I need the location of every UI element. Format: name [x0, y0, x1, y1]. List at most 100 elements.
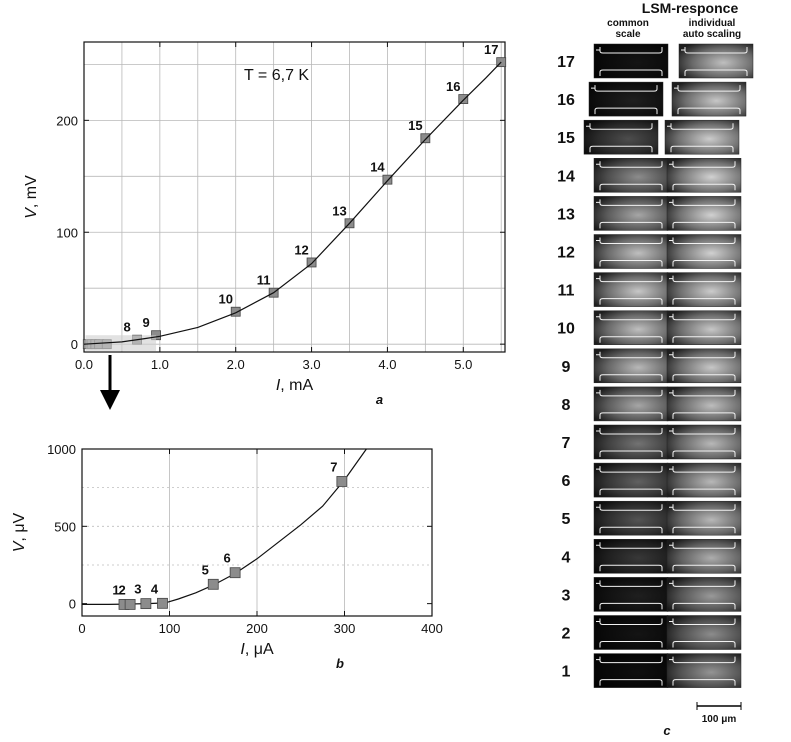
point-label: 11: [257, 273, 271, 288]
point-label: 16: [446, 79, 460, 94]
col-individual-label: individual: [689, 18, 736, 29]
sample-outline-top: [674, 85, 741, 92]
lsm-image-left: [593, 310, 669, 345]
point-label: 6: [224, 551, 231, 566]
point-label: 5: [202, 562, 209, 577]
sample-outline-bottom: [599, 679, 663, 686]
temperature-annotation: T = 6,7 K: [244, 67, 309, 84]
sample-outline-bottom: [672, 679, 736, 686]
lsm-row-number: 6: [562, 473, 571, 490]
point-label: 17: [484, 42, 498, 57]
sample-outline-top: [596, 580, 663, 587]
sample-outline-bottom: [599, 450, 663, 457]
sample-outline-bottom: [599, 564, 663, 572]
data-point-7: [336, 476, 348, 487]
y-tick-label: 0: [71, 337, 78, 352]
x-axis-label: I, μA: [240, 641, 274, 658]
sample-outline-top: [586, 123, 653, 130]
lsm-row-number: 10: [557, 321, 575, 338]
lsm-image-right: [666, 615, 742, 650]
sample-outline-top: [596, 161, 663, 168]
sample-outline-bottom: [672, 183, 736, 191]
sample-outline-top: [669, 656, 736, 664]
sample-outline-bottom: [672, 298, 736, 305]
lsm-image-left: [593, 615, 669, 650]
sample-outline-bottom: [599, 412, 663, 419]
sample-outline-top: [669, 580, 736, 587]
lsm-image-left: [593, 43, 669, 79]
sample-outline-bottom: [599, 298, 663, 305]
sample-outline-top: [596, 351, 663, 359]
lsm-row-number: 13: [557, 206, 575, 223]
lsm-image-left: [593, 272, 669, 307]
point-label: 8: [123, 320, 130, 335]
sample-outline-bottom: [672, 450, 736, 457]
lsm-row-number: 2: [562, 626, 571, 643]
panel-b-chart: 0 100 200 300 400 0 500 1000 12 3 4 56 7 I, μA V, μV b: [11, 442, 443, 671]
sample-outline-top: [596, 542, 663, 549]
point-label: 3: [134, 582, 141, 597]
point-label: 1: [112, 582, 119, 597]
sample-outline-top: [596, 656, 663, 664]
sample-outline-top: [669, 161, 736, 168]
lsm-image-right: [666, 158, 742, 193]
sample-outline-bottom: [599, 526, 663, 534]
sample-outline-top: [669, 275, 736, 283]
data-point-3: [140, 598, 152, 610]
point-label: 14: [370, 160, 385, 175]
lsm-row-number: 9: [562, 359, 571, 376]
sample-outline-bottom: [677, 107, 741, 115]
x-tick-label: 300: [334, 621, 356, 636]
col-common-label-2: scale: [615, 29, 640, 40]
lsm-image-left: [588, 81, 664, 117]
y-tick-label: 0: [69, 597, 76, 612]
sample-outline-bottom: [599, 641, 663, 648]
lsm-image-right: [666, 462, 742, 498]
sample-outline-top: [596, 237, 663, 244]
sample-outline-bottom: [599, 221, 663, 229]
lsm-image-left: [593, 234, 669, 269]
sample-outline-bottom: [594, 107, 658, 115]
y-tick-label: 100: [56, 225, 78, 240]
panel-a-chart: 0.0 1.0 2.0 3.0 4.0 5.0 0 100 200 8 9 10 11 12 13 14 15 1…: [23, 41, 507, 407]
lsm-image-right: [666, 386, 742, 422]
x-tick-label: 1.0: [151, 357, 169, 372]
x-tick-label: 3.0: [303, 357, 321, 372]
sample-outline-top: [669, 199, 736, 206]
panel-label: a: [376, 392, 383, 407]
sample-outline-bottom: [599, 183, 663, 191]
lsm-image-left: [583, 119, 659, 155]
iv-curve: [82, 448, 367, 605]
lsm-row-number: 7: [562, 435, 571, 452]
lsm-image-right: [666, 272, 742, 307]
lsm-row-number: 14: [557, 168, 575, 185]
sample-outline-bottom: [672, 641, 736, 648]
lsm-image-right: [666, 348, 742, 384]
sample-outline-top: [596, 466, 663, 473]
lsm-image-left: [593, 539, 669, 574]
sample-outline-bottom: [672, 260, 736, 267]
data-point-10: [230, 306, 241, 317]
lsm-row-number: 15: [557, 130, 575, 147]
iv-curve: [83, 61, 502, 345]
sample-outline-bottom: [672, 488, 736, 496]
sample-outline-top: [669, 351, 736, 359]
lsm-row-number: 17: [557, 54, 575, 71]
data-point-16: [458, 94, 469, 104]
lsm-image-right: [666, 196, 742, 231]
lsm-image-left: [593, 424, 669, 460]
sample-outline-bottom: [672, 221, 736, 229]
data-point-5: [207, 578, 219, 590]
sample-outline-top: [669, 542, 736, 549]
col-common-label: common: [607, 18, 649, 29]
lsm-image-right: [678, 43, 754, 79]
scale-bar-label: 100 μm: [702, 714, 737, 725]
x-tick-label: 2.0: [227, 357, 245, 372]
sample-outline-bottom: [599, 336, 663, 343]
point-label: 7: [330, 459, 337, 474]
sample-outline-bottom: [684, 69, 748, 76]
sample-outline-top: [596, 428, 663, 435]
sample-outline-top: [596, 389, 663, 397]
point-label: 12: [294, 242, 308, 257]
